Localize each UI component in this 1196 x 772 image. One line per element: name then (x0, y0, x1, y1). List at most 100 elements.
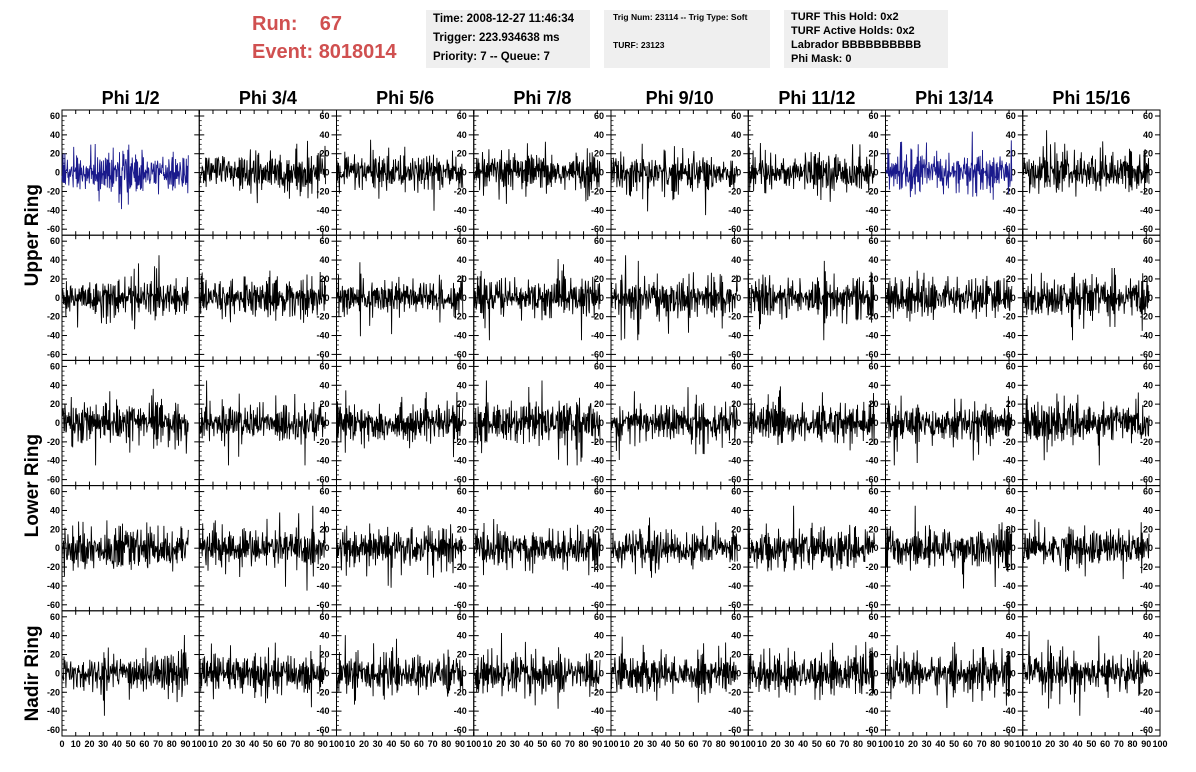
y-tick-label: 40 (731, 380, 741, 390)
y-tick-label: -40 (454, 205, 467, 215)
y-tick-label: 60 (1143, 361, 1153, 371)
y-tick-label: -40 (728, 205, 741, 215)
x-tick-label: 80 (579, 739, 589, 749)
y-tick-label: 40 (1143, 130, 1153, 140)
y-tick-label: -60 (454, 600, 467, 610)
y-tick-label: -60 (1140, 600, 1153, 610)
y-tick-label: 40 (594, 380, 604, 390)
y-tick-label: -20 (47, 186, 60, 196)
y-tick-label: 20 (319, 399, 329, 409)
panel: -60 -40 -20 0 20 40 60 (47, 234, 200, 361)
waveform-trace (336, 139, 464, 211)
x-tick-label: 50 (949, 739, 959, 749)
y-tick-label: -40 (728, 331, 741, 341)
y-tick-label: -40 (1003, 456, 1016, 466)
waveform-trace (473, 141, 601, 204)
run-row: Run: 67 (252, 10, 397, 38)
turf-info-box: TURF This Hold: 0x2 TURF Active Holds: 0… (784, 10, 948, 68)
x-tick-label: 60 (963, 739, 973, 749)
y-tick-label: 20 (457, 650, 467, 660)
y-tick-label: -40 (454, 331, 467, 341)
y-tick-label: 0 (462, 543, 467, 553)
y-tick-label: 0 (1148, 418, 1153, 428)
y-tick-label: 20 (731, 399, 741, 409)
y-tick-label: 0 (324, 668, 329, 678)
y-tick-label: 0 (462, 418, 467, 428)
y-tick-label: 20 (50, 399, 60, 409)
y-tick-label: 0 (55, 418, 60, 428)
event-label: Event: (252, 41, 314, 63)
y-tick-label: 20 (1006, 524, 1016, 534)
y-tick-label: -40 (316, 331, 329, 341)
turf-hold-text: TURF This Hold: 0x2 (791, 11, 899, 23)
y-tick-label: -20 (47, 687, 60, 697)
y-tick-label: -20 (47, 437, 60, 447)
x-tick-label: 60 (139, 739, 149, 749)
y-tick-label: -60 (728, 224, 741, 234)
x-tick-label: 60 (414, 739, 424, 749)
y-tick-label: -40 (591, 456, 604, 466)
x-tick-label: 90 (318, 739, 328, 749)
y-tick-label: 20 (50, 274, 60, 284)
y-tick-label: -20 (1140, 562, 1153, 572)
y-tick-label: 60 (731, 236, 741, 246)
y-tick-label: 0 (462, 293, 467, 303)
y-tick-label: 40 (868, 505, 878, 515)
y-tick-label: -60 (454, 725, 467, 735)
y-tick-label: -60 (591, 600, 604, 610)
y-tick-label: 60 (457, 236, 467, 246)
y-tick-label: -40 (316, 581, 329, 591)
y-tick-label: 40 (594, 505, 604, 515)
y-tick-label: 0 (324, 168, 329, 178)
y-tick-label: -60 (1140, 725, 1153, 735)
y-tick-label: 20 (731, 149, 741, 159)
waveform-trace (473, 380, 601, 466)
y-tick-label: -20 (865, 687, 878, 697)
y-tick-label: 20 (457, 149, 467, 159)
y-tick-label: 40 (50, 130, 60, 140)
x-tick-label: 90 (867, 739, 877, 749)
x-tick-label: 100 (329, 739, 344, 749)
y-tick-label: 20 (594, 524, 604, 534)
y-tick-label: -20 (454, 687, 467, 697)
x-tick-label: 0 (59, 739, 64, 749)
y-tick-label: -40 (454, 581, 467, 591)
x-tick-label: 40 (386, 739, 396, 749)
y-tick-label: 60 (1006, 612, 1016, 622)
y-tick-label: 40 (1143, 505, 1153, 515)
y-tick-label: 0 (1011, 668, 1016, 678)
y-tick-label: -20 (1003, 312, 1016, 322)
waveform-trace (61, 520, 189, 577)
y-tick-label: -60 (316, 725, 329, 735)
row-label: Upper Ring (22, 184, 43, 286)
y-tick-label: -60 (865, 725, 878, 735)
y-tick-label: 40 (868, 130, 878, 140)
y-tick-label: 60 (868, 487, 878, 497)
waveform-trace (610, 517, 738, 578)
x-tick-label: 50 (400, 739, 410, 749)
y-tick-label: -20 (728, 562, 741, 572)
x-tick-label: 70 (565, 739, 575, 749)
y-tick-label: -40 (728, 581, 741, 591)
x-tick-label: 30 (922, 739, 932, 749)
y-tick-label: 0 (873, 668, 878, 678)
panel: -60 -40 -20 0 20 40 60 (336, 485, 475, 612)
run-label: Run: (252, 13, 298, 35)
panel: -60 -40 -20 0 20 40 60 (1022, 234, 1161, 361)
y-tick-label: 60 (50, 236, 60, 246)
x-tick-label: 70 (290, 739, 300, 749)
x-tick-label: 40 (249, 739, 259, 749)
y-tick-label: 60 (319, 236, 329, 246)
y-tick-label: 20 (731, 650, 741, 660)
column-header: Phi 9/10 (646, 88, 714, 108)
y-tick-label: -20 (728, 186, 741, 196)
x-tick-label: 50 (537, 739, 547, 749)
waveform-trace (610, 143, 738, 216)
y-tick-label: 40 (319, 380, 329, 390)
y-tick-label: -40 (316, 205, 329, 215)
x-tick-label: 60 (826, 739, 836, 749)
y-tick-label: -20 (865, 437, 878, 447)
